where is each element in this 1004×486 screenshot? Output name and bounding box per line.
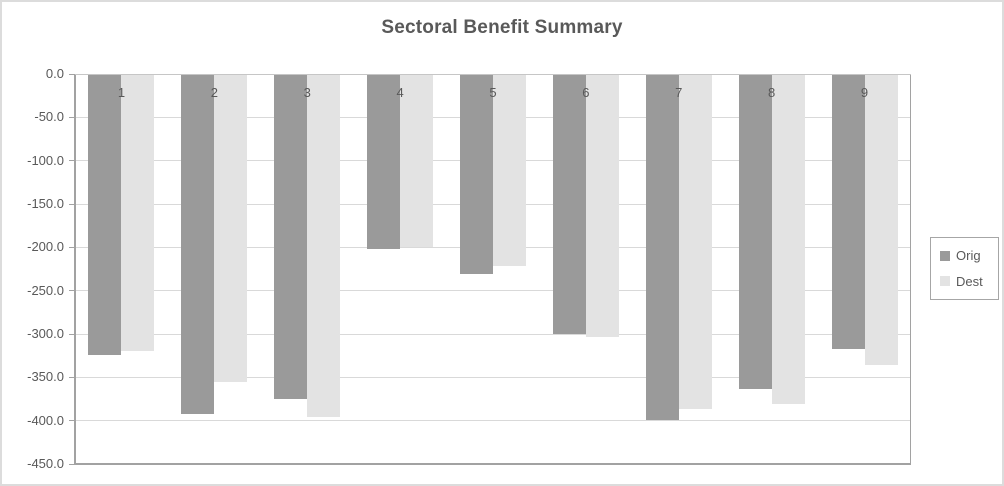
category-label: 7 [675,85,683,100]
y-axis-tick [69,463,75,465]
category-label: 5 [489,85,497,100]
legend-entry-dest[interactable]: Dest [940,274,998,289]
bar-orig-6[interactable] [552,74,586,334]
category-label: 6 [582,85,590,100]
y-axis-tick [69,203,75,205]
bar-orig-8[interactable] [738,74,772,390]
bar-dest-9[interactable] [864,74,898,366]
plot-right-border [910,74,911,464]
bar-orig-4[interactable] [367,74,401,250]
y-axis-tick [69,73,75,75]
bar-orig-9[interactable] [831,74,865,349]
y-tick-label: -150.0 [27,196,64,211]
y-tick-label: -100.0 [27,152,64,168]
y-tick-label: -50.0 [34,109,64,125]
y-axis-tick [69,116,75,118]
bar-dest-8[interactable] [771,74,805,405]
bar-orig-5[interactable] [460,74,493,275]
y-axis-tick [69,160,75,162]
y-axis-tick [69,333,75,335]
bar-dest-1[interactable] [121,74,155,352]
bar-dest-4[interactable] [400,74,434,248]
category-label: 2 [210,85,218,100]
plot-bottom-border [74,463,911,465]
y-axis-tick [69,420,75,422]
legend[interactable]: Orig Dest [930,237,999,300]
gridline [75,420,911,422]
y-axis-tick [69,290,75,292]
category-label: 8 [768,85,776,100]
category-label: 1 [117,85,126,100]
bar-orig-1[interactable] [88,74,122,355]
legend-label-orig: Orig [956,248,981,264]
bar-dest-6[interactable] [585,74,619,337]
y-tick-label: -300.0 [27,326,64,341]
gridline [75,290,911,292]
legend-entry-orig[interactable]: Orig [940,248,998,263]
y-tick-label: 0.0 [45,66,64,81]
legend-label-dest: Dest [956,273,983,289]
category-label: 9 [860,85,869,100]
bar-orig-3[interactable] [274,74,308,399]
bar-dest-5[interactable] [493,74,526,266]
y-tick-label: -450.0 [27,456,64,471]
y-tick-label: -200.0 [27,239,64,255]
y-tick-label: -400.0 [27,412,64,428]
chart-title[interactable]: Sectoral Benefit Summary [381,17,623,38]
category-label: 3 [303,85,311,100]
y-axis-tick [69,376,75,378]
gridline [75,376,911,378]
category-label: 4 [396,85,404,100]
legend-swatch-dest-icon [940,276,950,287]
bar-orig-2[interactable] [181,74,215,414]
zero-axis-line [75,73,911,75]
legend-swatch-orig-icon [940,250,950,261]
y-tick-label: -250.0 [27,282,64,298]
gridline [75,333,911,335]
bar-dest-3[interactable] [307,74,341,418]
y-axis-line [74,74,76,464]
bar-dest-7[interactable] [678,74,712,410]
bar-orig-7[interactable] [645,74,679,420]
bar-dest-2[interactable] [214,74,248,382]
y-axis-tick [69,246,75,248]
y-tick-label: -350.0 [27,369,64,385]
